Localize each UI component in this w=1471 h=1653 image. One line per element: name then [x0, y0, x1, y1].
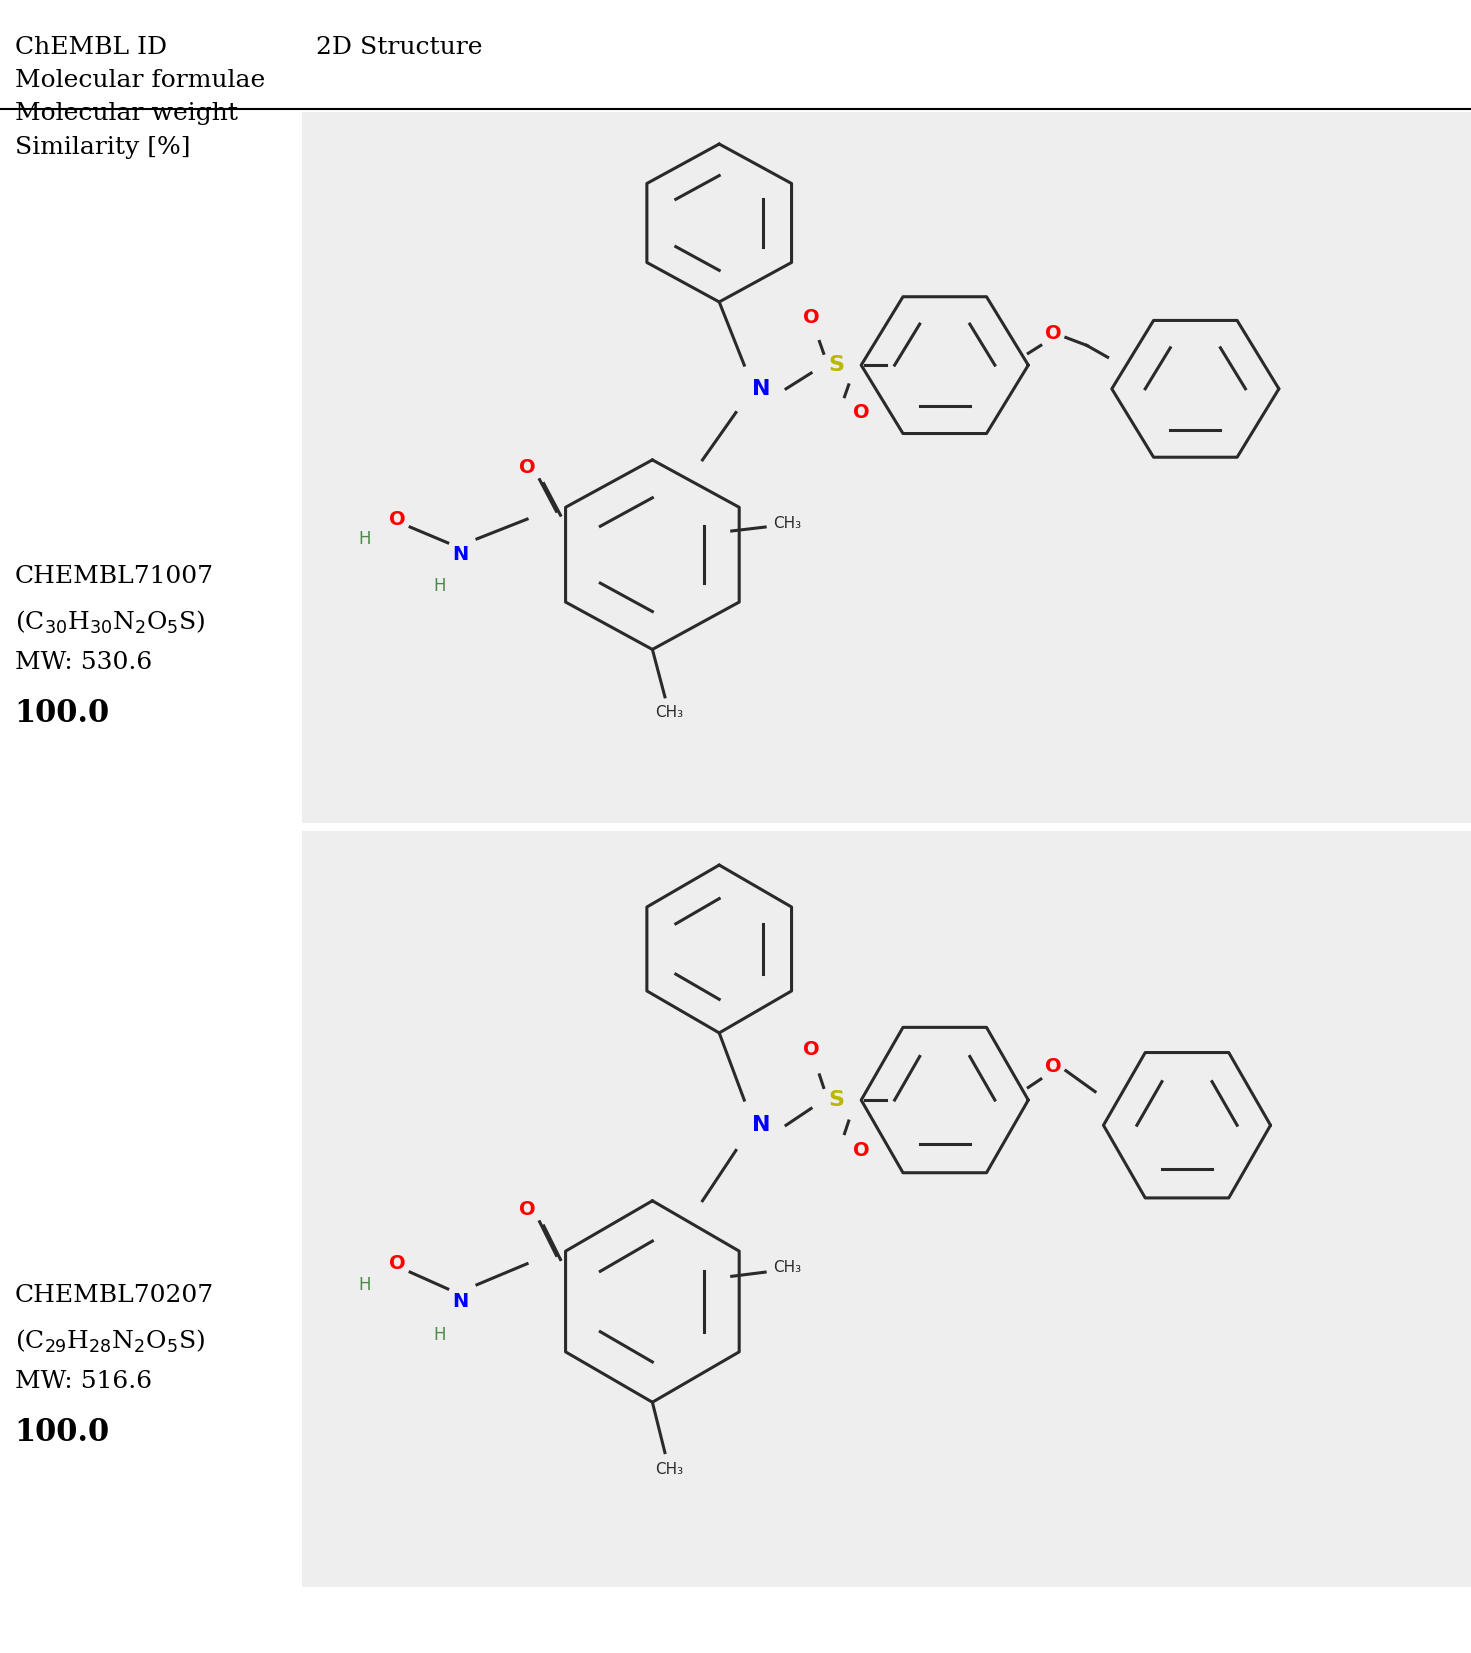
- Text: H: H: [357, 531, 371, 547]
- Text: N: N: [752, 1116, 771, 1136]
- Text: H: H: [357, 1276, 371, 1294]
- Text: Molecular weight: Molecular weight: [15, 102, 238, 126]
- Text: CH₃: CH₃: [774, 516, 802, 531]
- Text: MW: 516.6: MW: 516.6: [15, 1370, 152, 1393]
- Text: 2D Structure: 2D Structure: [316, 36, 482, 60]
- Text: CHEMBL71007: CHEMBL71007: [15, 565, 213, 588]
- Text: H: H: [432, 577, 446, 595]
- Text: S: S: [828, 355, 844, 375]
- Text: 100.0: 100.0: [15, 1417, 110, 1448]
- Text: O: O: [803, 1040, 819, 1060]
- Text: N: N: [752, 379, 771, 398]
- Text: CH₃: CH₃: [774, 1261, 802, 1276]
- Text: O: O: [853, 403, 869, 422]
- FancyBboxPatch shape: [302, 112, 1471, 823]
- Text: O: O: [853, 1141, 869, 1160]
- Text: Similarity [%]: Similarity [%]: [15, 136, 190, 159]
- Text: O: O: [803, 307, 819, 327]
- Text: CHEMBL70207: CHEMBL70207: [15, 1284, 213, 1308]
- Text: O: O: [1044, 1056, 1062, 1076]
- Text: H: H: [432, 1326, 446, 1344]
- Text: O: O: [390, 509, 406, 529]
- Text: O: O: [519, 458, 535, 478]
- Text: ChEMBL ID: ChEMBL ID: [15, 36, 166, 60]
- Text: O: O: [1044, 324, 1062, 344]
- Text: (C$_{30}$H$_{30}$N$_{2}$O$_{5}$S): (C$_{30}$H$_{30}$N$_{2}$O$_{5}$S): [15, 608, 206, 635]
- Text: N: N: [452, 1293, 468, 1311]
- Text: S: S: [828, 1089, 844, 1111]
- Text: 100.0: 100.0: [15, 698, 110, 729]
- Text: (C$_{29}$H$_{28}$N$_{2}$O$_{5}$S): (C$_{29}$H$_{28}$N$_{2}$O$_{5}$S): [15, 1327, 204, 1354]
- Text: CH₃: CH₃: [655, 1461, 683, 1476]
- Text: O: O: [519, 1200, 535, 1218]
- Text: O: O: [390, 1255, 406, 1273]
- Text: Molecular formulae: Molecular formulae: [15, 69, 265, 93]
- FancyBboxPatch shape: [302, 831, 1471, 1587]
- Text: CH₃: CH₃: [655, 706, 683, 721]
- Text: MW: 530.6: MW: 530.6: [15, 651, 152, 674]
- Text: N: N: [452, 545, 468, 564]
